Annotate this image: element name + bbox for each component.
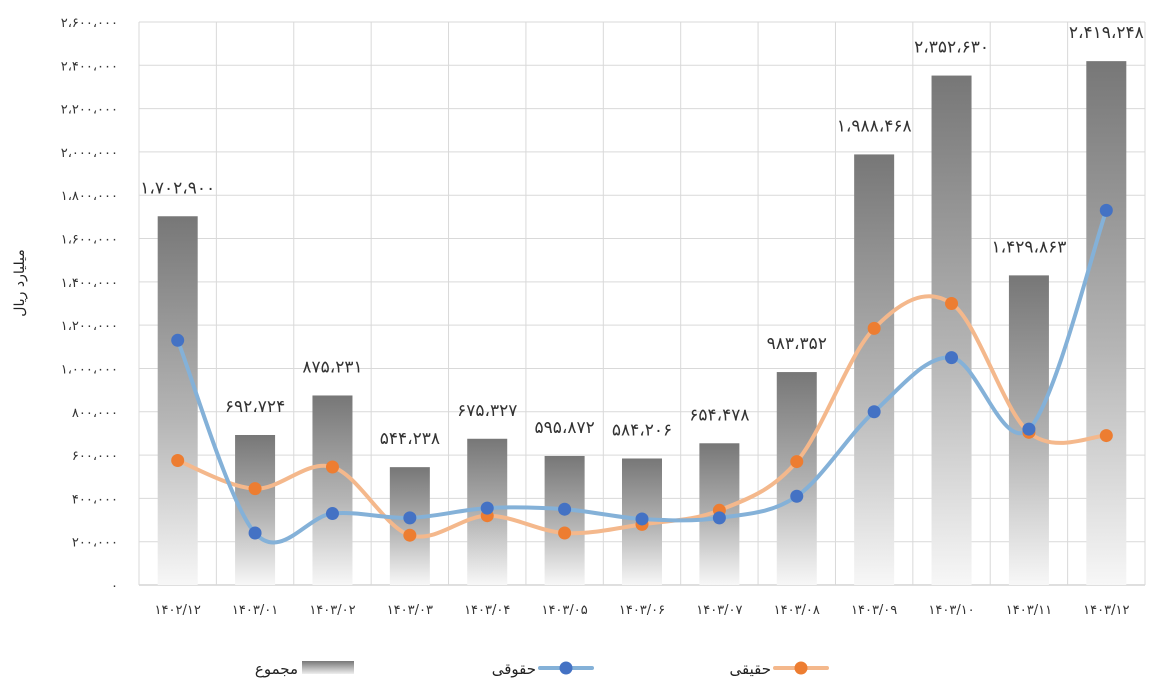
data-labels: ۱،۷۰۲،۹۰۰ ۶۹۲،۷۲۴ ۸۷۵،۲۳۱ ۵۴۴،۲۳۸ ۶۷۵،۳۲۷ ۵۹۵…	[140, 23, 1144, 449]
x-tick-label: ۱۴۰۳/۰۲	[309, 603, 355, 618]
series-point	[558, 526, 572, 540]
y-tick-label: ۱،۴۰۰،۰۰۰	[61, 276, 118, 291]
bar	[854, 154, 895, 585]
data-label: ۲،۴۱۹،۲۴۸	[1069, 23, 1144, 43]
data-label: ۵۸۴،۲۰۶	[612, 420, 672, 440]
bar	[312, 395, 353, 585]
legend-label: حقیقی	[730, 660, 771, 678]
series-point	[712, 511, 726, 525]
bar	[776, 372, 817, 585]
series-point	[635, 512, 649, 526]
x-tick-label: ۱۴۰۳/۱۱	[1006, 603, 1052, 618]
x-tick-label: ۱۴۰۳/۰۷	[696, 603, 742, 618]
series-point	[248, 526, 262, 540]
series-point	[790, 455, 804, 469]
points	[171, 203, 1113, 542]
bar	[931, 75, 972, 585]
data-label: ۸۷۵،۲۳۱	[302, 357, 362, 377]
legend: مجموع حقوقی حقیقی	[255, 660, 829, 678]
y-tick-label: ۲،۶۰۰،۰۰۰	[61, 16, 118, 31]
legend-item: حقیقی	[730, 660, 829, 678]
data-label: ۲،۳۵۲،۶۳۰	[914, 38, 989, 58]
y-tick-label: ۱،۲۰۰،۰۰۰	[61, 319, 118, 334]
y-tick-label: ۱،۸۰۰،۰۰۰	[61, 189, 118, 204]
series-point	[248, 482, 262, 496]
data-label: ۶۷۵،۳۲۷	[457, 401, 517, 421]
x-tick-label: ۱۴۰۳/۰۱	[232, 603, 278, 618]
x-tick-label: ۱۴۰۳/۱۲	[1083, 603, 1129, 618]
legend-item: مجموع	[255, 660, 354, 678]
y-tick-label: ۸۰۰،۰۰۰	[72, 406, 118, 421]
bar	[1086, 61, 1127, 585]
x-tick-label: ۱۴۰۳/۰۴	[464, 603, 510, 618]
x-tick-label: ۱۴۰۲/۱۲	[155, 603, 201, 618]
x-tick-label: ۱۴۰۳/۱۰	[928, 603, 974, 618]
series-point	[171, 453, 185, 467]
series-point	[1022, 422, 1036, 436]
y-tick-label: ۴۰۰،۰۰۰	[72, 492, 118, 507]
y-tick-label: ۰	[111, 579, 118, 594]
series-point	[171, 333, 185, 347]
series-point	[1099, 429, 1113, 443]
data-label: ۶۹۲،۷۲۴	[225, 397, 285, 417]
x-tick-label: ۱۴۰۳/۰۵	[541, 603, 587, 618]
series-point	[945, 297, 959, 310]
series-point	[403, 528, 417, 542]
y-tick-label: ۲،۰۰۰،۰۰۰	[61, 146, 118, 161]
y-tick-label: ۲۰۰،۰۰۰	[72, 536, 118, 551]
data-label: ۶۵۴،۴۷۸	[689, 405, 749, 425]
series-point	[945, 351, 959, 365]
bars	[157, 61, 1127, 585]
legend-label: مجموع	[255, 660, 298, 678]
data-label: ۹۸۳،۳۵۲	[767, 334, 827, 354]
x-tick-label: ۱۴۰۳/۰۶	[619, 603, 665, 618]
series-point	[325, 507, 339, 521]
series-point	[867, 405, 881, 419]
legend-swatch	[302, 661, 354, 674]
data-label: ۱،۹۸۸،۴۶۸	[837, 116, 912, 136]
bar	[544, 455, 585, 585]
data-label: ۱،۴۲۹،۸۶۳	[991, 237, 1066, 257]
y-tick-label: ۶۰۰،۰۰۰	[72, 449, 118, 464]
series-point	[867, 321, 881, 335]
y-tick-label: ۱،۶۰۰،۰۰۰	[61, 233, 118, 248]
y-tick-label: ۱،۰۰۰،۰۰۰	[61, 362, 118, 377]
series-point	[480, 501, 494, 515]
legend-marker	[559, 661, 573, 675]
y-tick-label: ۲،۲۰۰،۰۰۰	[61, 103, 118, 118]
x-tick-label: ۱۴۰۳/۰۸	[774, 603, 820, 618]
series-point	[558, 502, 572, 516]
x-tick-label: ۱۴۰۳/۰۳	[387, 603, 433, 618]
data-label: ۵۹۵،۸۷۲	[534, 418, 594, 438]
bar	[157, 216, 198, 585]
legend-marker	[794, 661, 808, 675]
tick-labels: ۰ ۲۰۰،۰۰۰ ۴۰۰،۰۰۰ ۶۰۰،۰۰۰ ۸۰۰،۰۰۰ ۱،۰۰۰،۰۰۰ ۱،…	[61, 16, 1130, 618]
legend-label: حقوقی	[492, 660, 536, 678]
data-label: ۱،۷۰۲،۹۰۰	[140, 178, 215, 198]
series-point	[1099, 203, 1113, 217]
series-line	[175, 208, 1109, 545]
data-label: ۵۴۴،۲۳۸	[380, 429, 440, 449]
legend-item: حقوقی	[492, 660, 594, 678]
y-tick-label: ۲،۴۰۰،۰۰۰	[61, 59, 118, 74]
series-point	[325, 460, 339, 474]
series-point	[403, 511, 417, 525]
y-axis-label: میلیارد ریال	[12, 249, 28, 316]
series-point	[790, 489, 804, 503]
x-tick-label: ۱۴۰۳/۰۹	[851, 603, 897, 618]
